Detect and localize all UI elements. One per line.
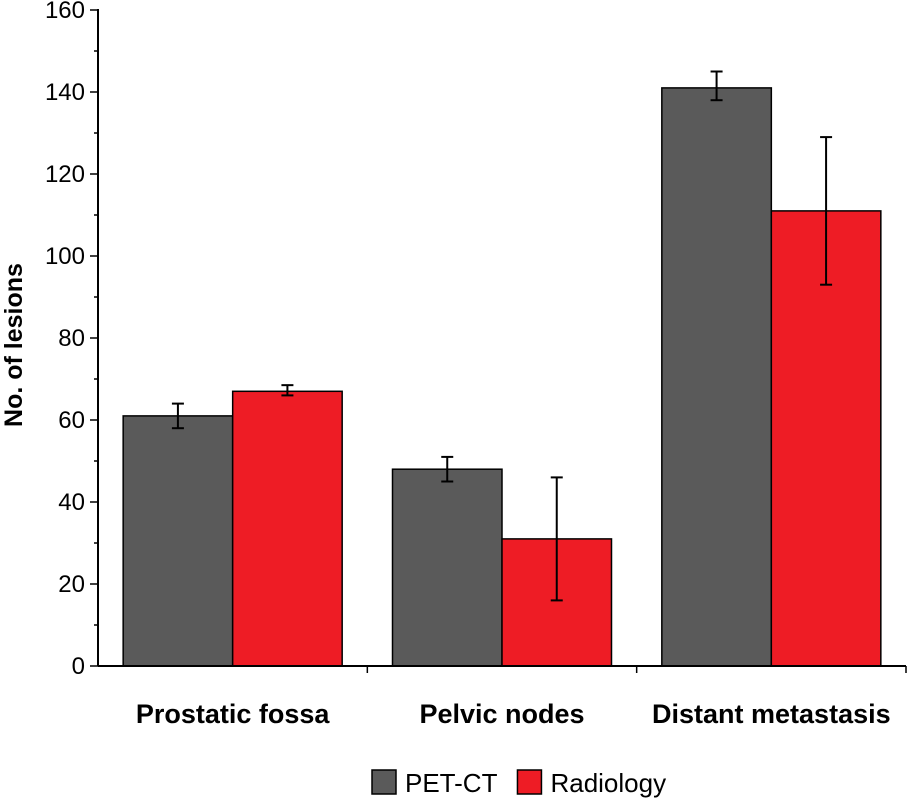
bar-radiology: [770, 210, 882, 667]
legend: PET-CT Radiology: [371, 768, 666, 798]
bar-pet-ct: [122, 415, 234, 667]
y-axis-ticks: 0 20 40 60 80 100 120 140 160: [45, 0, 98, 680]
legend-label: Radiology: [550, 768, 666, 798]
y-tick-label: 60: [58, 407, 85, 434]
y-tick-label: 20: [58, 571, 85, 598]
bar-pet-ct: [661, 87, 773, 667]
x-category-label: Distant metastasis: [652, 699, 891, 729]
bars: [122, 87, 882, 667]
bar-radiology: [231, 390, 343, 667]
y-tick-label: 160: [45, 0, 85, 24]
y-tick-label: 40: [58, 489, 85, 516]
x-category-label: Pelvic nodes: [419, 699, 584, 729]
legend-label: PET-CT: [405, 768, 498, 798]
axes: [97, 9, 907, 673]
legend-swatch: [516, 769, 543, 795]
y-axis-title: No. of lesions: [0, 263, 28, 427]
y-tick-label: 140: [45, 79, 85, 106]
y-tick-label: 0: [72, 653, 85, 680]
legend-swatch: [371, 769, 397, 795]
y-tick-label: 80: [58, 325, 85, 352]
category-labels: Prostatic fossa Pelvic nodes Distant metas…: [136, 699, 891, 729]
y-tick-label: 120: [45, 161, 85, 188]
bar-pet-ct: [391, 468, 503, 667]
x-category-label: Prostatic fossa: [136, 699, 331, 729]
error-bars: [171, 70, 833, 602]
y-tick-label: 100: [45, 243, 85, 270]
